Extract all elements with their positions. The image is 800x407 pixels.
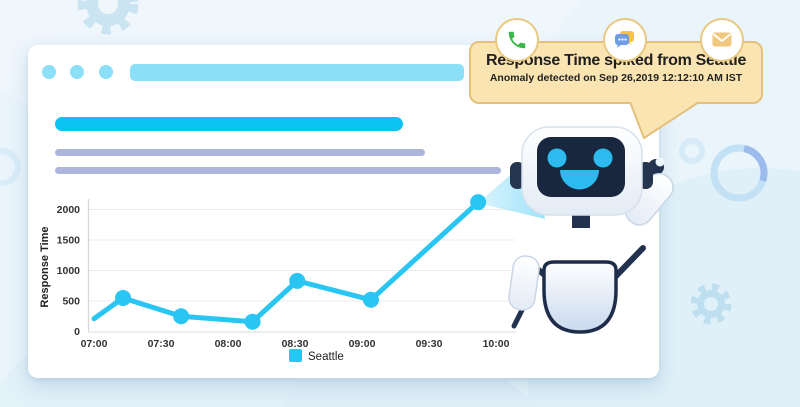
chat-icon [603, 18, 647, 62]
gear-icon [690, 283, 732, 325]
window-dot [70, 65, 84, 79]
phone-icon [495, 18, 539, 62]
content-bar-secondary [55, 167, 501, 174]
mail-icon [700, 18, 744, 62]
address-bar [130, 64, 464, 81]
ring-decor [0, 148, 21, 186]
gear-icon [77, 0, 139, 35]
notification-subtitle: Anomaly detected on Sep 26,2019 12:12:10… [489, 72, 743, 84]
speech-bubble-tail [629, 101, 700, 139]
content-bar-primary [55, 117, 403, 131]
ring-decor [710, 144, 768, 202]
window-dot [99, 65, 113, 79]
background-band [280, 380, 545, 407]
window-dot [42, 65, 56, 79]
content-bar-secondary [55, 149, 425, 156]
ring-decor [679, 138, 705, 164]
